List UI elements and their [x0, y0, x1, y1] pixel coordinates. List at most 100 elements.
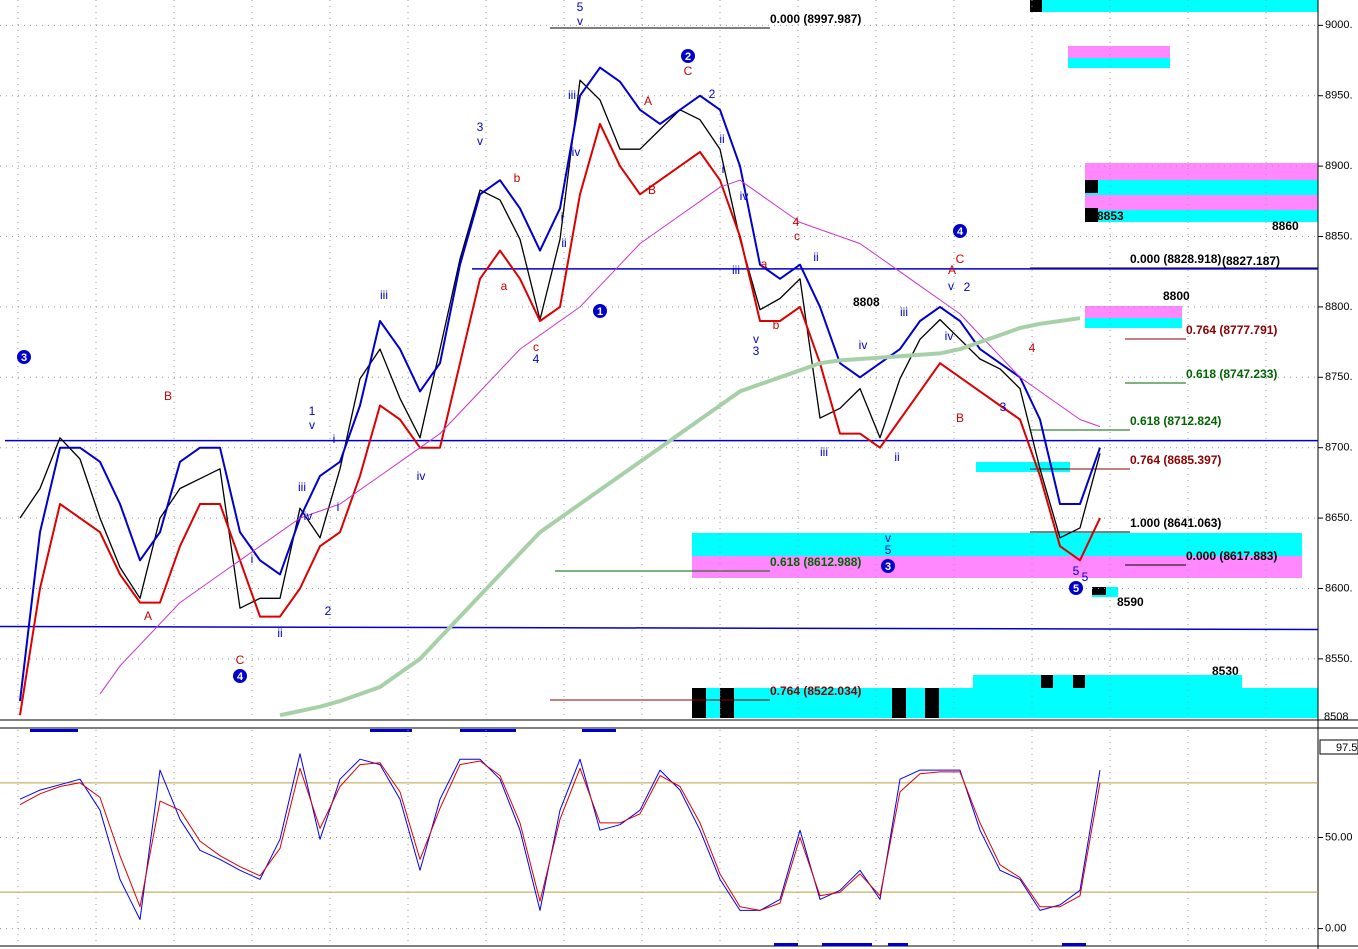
wave-label: ii — [277, 626, 282, 640]
value-box — [1319, 739, 1358, 755]
circled-label: 4 — [957, 226, 964, 238]
zone — [1030, 0, 1318, 12]
volume-marks — [30, 729, 1086, 946]
wave-label: b — [514, 171, 521, 185]
circled-label: 2 — [685, 51, 691, 63]
wave-label: c — [794, 229, 800, 243]
bar-mark — [774, 943, 798, 946]
wave-label: 4 — [1029, 341, 1036, 355]
circled-label: 4 — [237, 671, 244, 683]
zone — [1085, 318, 1182, 328]
wave-label: B — [164, 389, 172, 403]
series-line — [19, 122, 1101, 716]
wave-label: 5 — [577, 0, 584, 14]
wave-label: 2 — [709, 87, 716, 101]
fib-label: 0.000 (8997.987) — [770, 12, 861, 26]
wave-label: b — [773, 318, 780, 332]
fib-label: 0.764 (8777.791) — [1186, 323, 1277, 337]
wave-label: ii — [813, 250, 818, 264]
wave-label: ii — [561, 236, 566, 250]
wave-label: iv — [304, 509, 313, 523]
last-value-label: 97.5 — [1336, 742, 1357, 754]
wave-label: B — [648, 183, 656, 197]
bar-mark — [370, 729, 412, 732]
series-line — [19, 79, 1101, 609]
wave-circle — [681, 49, 695, 63]
wave-label: i — [337, 500, 340, 514]
bar-mark — [460, 729, 516, 732]
series-line — [19, 753, 1101, 920]
wave-circle — [953, 224, 967, 238]
zone-block — [1092, 587, 1106, 595]
zone-block — [1085, 180, 1098, 193]
y-tick-label: 8800. — [1325, 301, 1353, 313]
price-label: 8800 — [1163, 289, 1190, 303]
bar-mark — [822, 943, 872, 946]
wave-label: i — [561, 210, 564, 224]
wave-circle — [17, 350, 31, 364]
fib-label: 0.000 (8828.918) — [1130, 252, 1221, 266]
axis-background — [1318, 0, 1358, 949]
zone-block — [1073, 675, 1085, 688]
y-tick-label: 8950. — [1325, 90, 1353, 102]
fib-label: 0.618 (8712.824) — [1130, 414, 1221, 428]
wave-circle — [593, 304, 607, 318]
wave-label: i — [251, 552, 254, 566]
wave-label: v — [477, 134, 483, 148]
fib-lines — [550, 27, 1318, 701]
wave-label: 1 — [309, 404, 316, 418]
wave-label: a — [501, 279, 508, 293]
wave-label: A — [644, 94, 652, 108]
zone — [692, 533, 1302, 556]
wave-label: 4 — [533, 352, 540, 366]
wave-label: a — [761, 257, 768, 271]
wave-label: 4 — [793, 215, 800, 229]
fib-label: 0.000 (8617.883) — [1186, 549, 1277, 563]
wave-label: iv — [572, 145, 581, 159]
wave-label: v — [309, 418, 315, 432]
wave-label: ii — [719, 132, 724, 146]
series-line — [99, 179, 1101, 695]
wave-label: iii — [732, 263, 740, 277]
wave-label: A — [948, 263, 956, 277]
wave-circle — [1069, 581, 1083, 595]
bar-mark — [30, 729, 78, 732]
fib-label: 1.000 (8641.063) — [1130, 516, 1221, 530]
wave-label: 5 — [885, 543, 892, 557]
zone-block — [1041, 675, 1053, 688]
wave-label: i — [722, 162, 725, 176]
wave-label: 5 — [1073, 564, 1080, 578]
zone — [976, 462, 1070, 472]
wave-label: iii — [820, 445, 828, 459]
price-label: 8860 — [1272, 219, 1299, 233]
zone — [973, 675, 1242, 688]
y-tick-label: 8700. — [1325, 442, 1353, 454]
zone — [692, 556, 1302, 578]
wave-circle — [233, 669, 247, 683]
zone — [1085, 210, 1318, 222]
wave-label: C — [684, 64, 693, 78]
series-line — [279, 316, 1081, 718]
wave-label: iii — [298, 480, 306, 494]
circled-label: 1 — [597, 306, 603, 318]
wave-label: C — [236, 653, 245, 667]
fib-label: 0.618 (8612.988) — [770, 555, 861, 569]
wave-label: 2 — [325, 604, 332, 618]
circled-label: 3 — [21, 352, 27, 364]
y-tick-label: 8750. — [1325, 371, 1353, 383]
y-tick-label: 8600. — [1325, 582, 1353, 594]
wave-label: c — [533, 340, 539, 354]
y-tick-label: 50.00 — [1325, 831, 1353, 843]
trend-line — [0, 625, 1319, 631]
price-label: 8530 — [1212, 664, 1239, 678]
wave-label: A — [144, 609, 152, 623]
zone-block — [925, 688, 939, 718]
zone — [1085, 306, 1182, 318]
wave-label: B — [956, 411, 964, 425]
wave-label: 3 — [753, 344, 760, 358]
zone-block — [692, 688, 706, 718]
wave-label: ii — [894, 450, 899, 464]
wave-label: i — [333, 432, 336, 446]
bar-mark — [888, 943, 908, 946]
